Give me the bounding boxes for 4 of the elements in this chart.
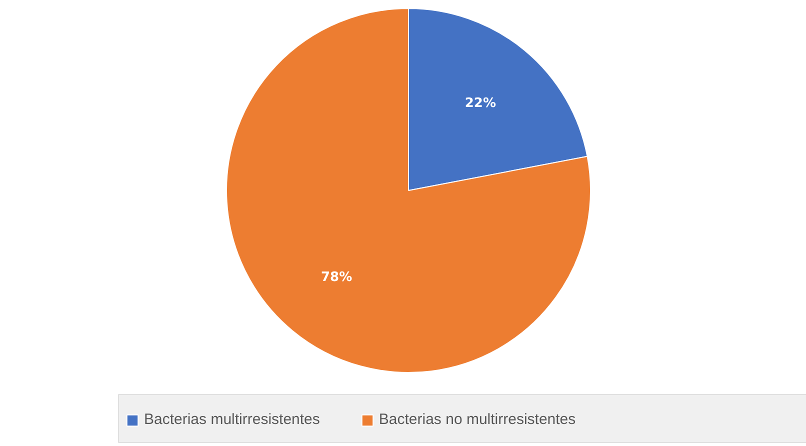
legend-label: Bacterias no multirresistentes [378, 411, 576, 428]
data-label: 78% [321, 270, 352, 285]
legend-label: Bacterias multirresistentes [144, 411, 320, 428]
data-label: 22% [464, 96, 496, 112]
